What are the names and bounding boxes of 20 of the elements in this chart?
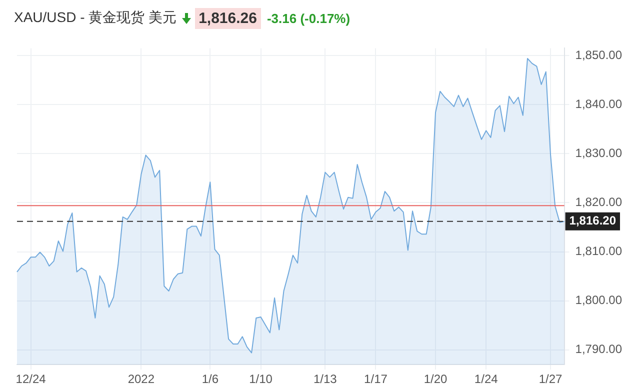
text: -3.16 (-0.17%) [266, 10, 350, 26]
x-tick-label: 1/24 [474, 372, 498, 386]
y-tick-label: 1,820.00 [575, 195, 622, 210]
x-tick-label: 1/10 [249, 372, 273, 386]
y-tick-label: 1,790.00 [575, 342, 622, 356]
y-tick-label: 1,830.00 [575, 146, 622, 160]
ref-line-label: 1,816.20 [569, 214, 616, 228]
x-tick-label: 1/27 [538, 372, 562, 386]
text: 1,816.26 [194, 8, 261, 28]
x-tick-label: 1/13 [313, 372, 338, 386]
y-tick-label: 1,840.00 [575, 96, 622, 111]
x-tick-label: 1/6 [202, 372, 219, 386]
y-tick-label: 1,810.00 [575, 244, 622, 258]
chart-title: XAU/USD - 黄金现货 美元 [14, 9, 177, 27]
x-tick-label: 1/20 [424, 372, 448, 386]
y-tick-label: 1,800.00 [575, 293, 622, 308]
x-tick-label: 12/24 [16, 372, 46, 386]
y-tick-label: 1,850.00 [575, 48, 622, 62]
x-tick-label: 1/17 [364, 372, 388, 386]
x-tick-label: 2022 [128, 372, 155, 386]
